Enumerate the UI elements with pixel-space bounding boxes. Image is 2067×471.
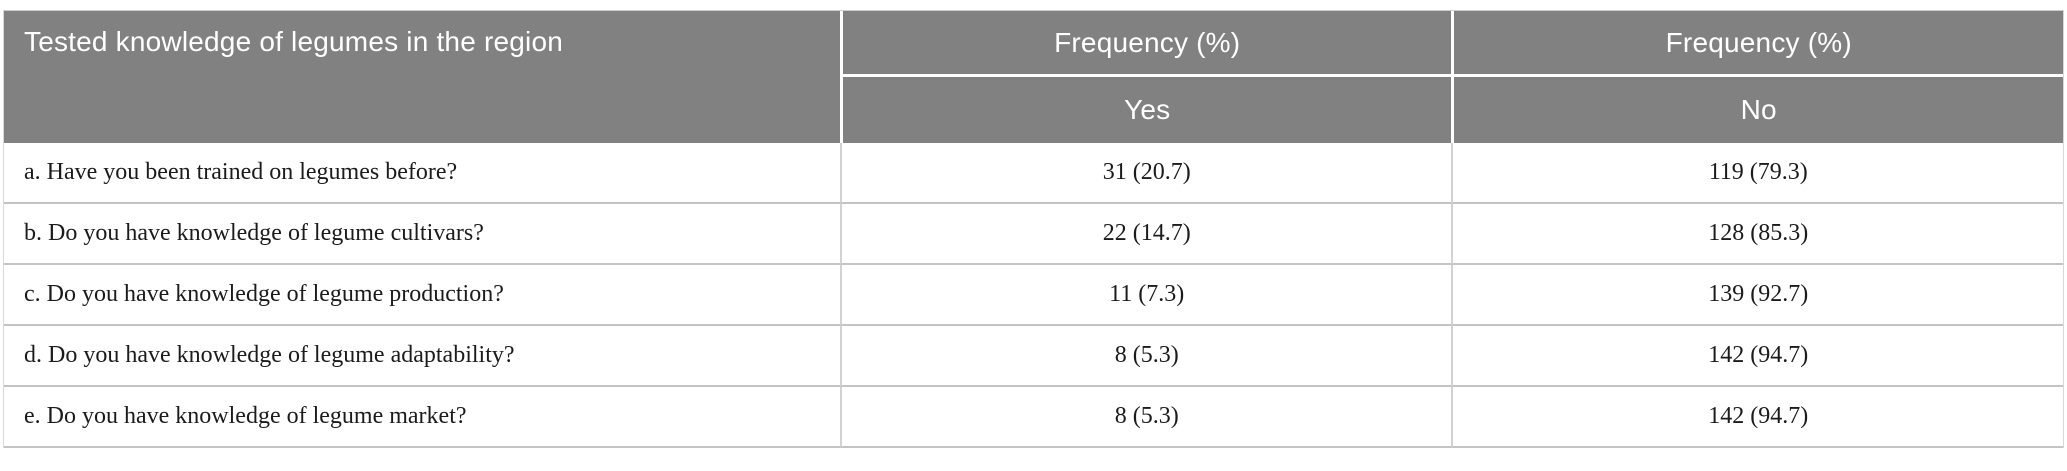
header-sub-row: Yes No <box>4 77 2063 143</box>
col-header-frequency-yes-group: Frequency (%) <box>839 11 1452 77</box>
question-cell: e. Do you have knowledge of legume marke… <box>4 387 840 448</box>
question-cell: a. Have you been trained on legumes befo… <box>4 143 840 204</box>
table-row: b. Do you have knowledge of legume culti… <box>4 204 2063 265</box>
yes-value-cell: 11 (7.3) <box>839 265 1452 326</box>
yes-value-cell: 8 (5.3) <box>839 326 1452 387</box>
no-value-cell: 139 (92.7) <box>1451 265 2063 326</box>
yes-value-cell: 31 (20.7) <box>839 143 1452 204</box>
no-value-cell: 128 (85.3) <box>1451 204 2063 265</box>
header-group-row: Tested knowledge of legumes in the regio… <box>4 11 2063 143</box>
no-value-cell: 142 (94.7) <box>1451 387 2063 448</box>
table-header: Tested knowledge of legumes in the regio… <box>4 11 2063 143</box>
table-body: a. Have you been trained on legumes befo… <box>4 143 2063 448</box>
table-row: e. Do you have knowledge of legume marke… <box>4 387 2063 448</box>
table-row: c. Do you have knowledge of legume produ… <box>4 265 2063 326</box>
yes-value-cell: 8 (5.3) <box>839 387 1452 448</box>
question-cell: b. Do you have knowledge of legume culti… <box>4 204 840 265</box>
col-header-tested-knowledge: Tested knowledge of legumes in the regio… <box>4 11 840 143</box>
col-subheader-yes: Yes <box>839 77 1452 143</box>
col-subheader-no: No <box>1451 77 2063 143</box>
table-row: a. Have you been trained on legumes befo… <box>4 143 2063 204</box>
knowledge-table: Tested knowledge of legumes in the regio… <box>3 10 2064 448</box>
yes-value-cell: 22 (14.7) <box>839 204 1452 265</box>
no-value-cell: 142 (94.7) <box>1451 326 2063 387</box>
question-cell: d. Do you have knowledge of legume adapt… <box>4 326 840 387</box>
table-row: d. Do you have knowledge of legume adapt… <box>4 326 2063 387</box>
knowledge-table-container: Tested knowledge of legumes in the regio… <box>3 10 2064 448</box>
question-cell: c. Do you have knowledge of legume produ… <box>4 265 840 326</box>
no-value-cell: 119 (79.3) <box>1451 143 2063 204</box>
col-header-frequency-no-group: Frequency (%) <box>1451 11 2063 77</box>
